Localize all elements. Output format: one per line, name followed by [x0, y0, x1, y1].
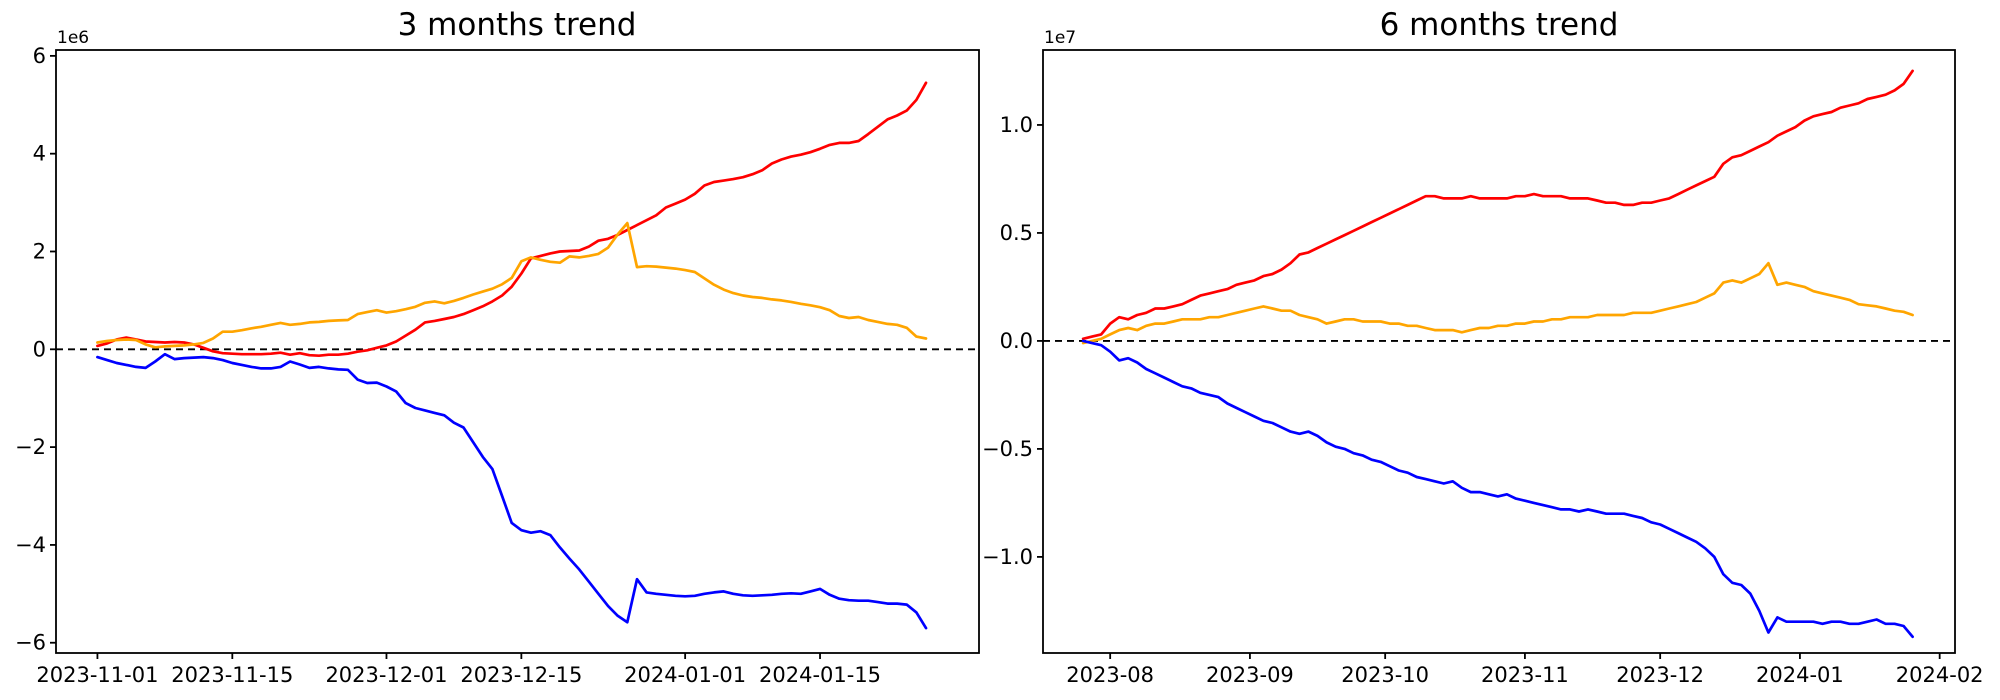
right-chart-x-tick-label: 2024-02	[1896, 663, 1984, 687]
left-chart-x-tick-label: 2023-11-15	[171, 663, 293, 687]
left-chart-orange-line	[96, 221, 928, 349]
left-chart-x-tick-label: 2024-01-01	[624, 663, 746, 687]
left-chart-y-tick-label: 6	[33, 44, 46, 68]
right-chart-blue-line	[1081, 339, 1914, 639]
left-chart-blue-line	[96, 352, 928, 630]
right-chart-x-tick-label: 2023-09	[1206, 663, 1294, 687]
left-chart-y-tick-label: −6	[15, 631, 46, 655]
right-chart-y-tick-label: 1.0	[1000, 113, 1033, 137]
right-chart-y-tick-label: −1.0	[982, 545, 1033, 569]
left-chart-y-tick-label: −4	[15, 533, 46, 557]
left-chart-x-tick-label: 2023-12-01	[325, 663, 447, 687]
left-chart-y-offset-label: 1e6	[57, 28, 89, 48]
right-chart-x-tick-label: 2023-10	[1341, 663, 1429, 687]
right-chart-x-tick-label: 2023-12	[1616, 663, 1704, 687]
left-chart-red-line	[96, 81, 928, 358]
right-chart-x-tick-label: 2023-11	[1481, 663, 1569, 687]
left-chart-y-tick-label: −2	[15, 435, 46, 459]
left-chart-x-tick-label: 2024-01-15	[759, 663, 881, 687]
right-chart-y-tick-label: −0.5	[982, 437, 1033, 461]
right-chart-y-tick-label: 0.0	[1000, 329, 1033, 353]
right-chart-y-tick-label: 0.5	[1000, 221, 1033, 245]
left-chart-axes-box	[55, 49, 980, 654]
right-chart-red-line	[1081, 69, 1914, 341]
left-chart-title: 3 months trend	[397, 7, 637, 43]
right-chart-orange-line	[1081, 261, 1914, 345]
right-chart-axes-box	[1042, 49, 1956, 654]
left-chart-y-tick-label: 0	[33, 337, 46, 361]
right-chart-title: 6 months trend	[1379, 7, 1619, 43]
left-chart-y-tick-label: 4	[33, 142, 46, 166]
right-chart-x-tick-label: 2024-01	[1756, 663, 1844, 687]
left-chart-y-tick-label: 2	[33, 239, 46, 263]
left-chart-x-tick-label: 2023-12-15	[460, 663, 582, 687]
right-chart-x-tick-label: 2023-08	[1066, 663, 1154, 687]
right-chart-y-offset-label: 1e7	[1044, 28, 1076, 48]
left-chart-x-tick-label: 2023-11-01	[36, 663, 158, 687]
